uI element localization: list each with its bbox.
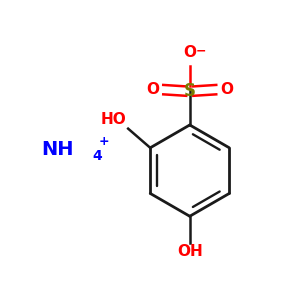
Text: O: O (183, 45, 196, 60)
Text: −: − (196, 44, 206, 57)
Text: HO: HO (101, 112, 127, 127)
Text: 4: 4 (93, 149, 102, 164)
Text: NH: NH (41, 140, 74, 160)
Text: OH: OH (177, 244, 203, 259)
Text: O: O (220, 82, 233, 97)
Text: O: O (146, 82, 159, 97)
Text: +: + (98, 135, 109, 148)
Text: S: S (184, 82, 196, 100)
